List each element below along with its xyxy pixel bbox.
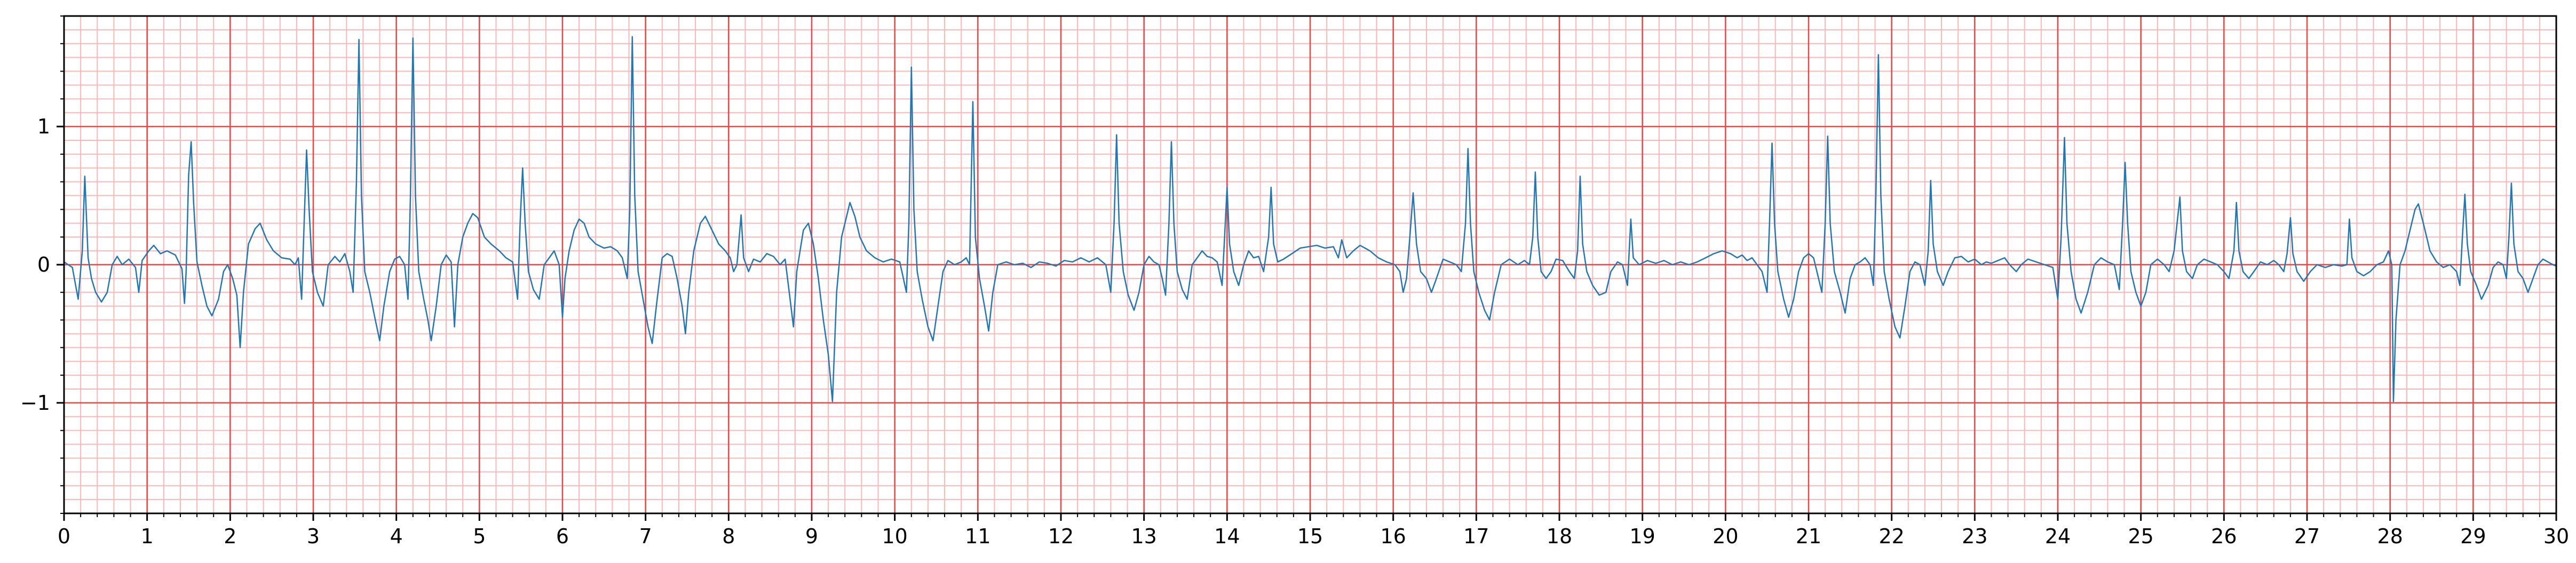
x-tick-label: 28 xyxy=(2377,525,2403,548)
y-tick-labels: −1 0 1 xyxy=(20,115,50,415)
y-tick-label: −1 xyxy=(20,391,50,415)
x-tick-label: 3 xyxy=(307,525,320,548)
x-tick-label: 1 xyxy=(141,525,154,548)
x-tick-label: 26 xyxy=(2211,525,2237,548)
y-tick-label: 0 xyxy=(37,253,50,276)
x-tick-label: 17 xyxy=(1463,525,1489,548)
x-tick-label: 23 xyxy=(1962,525,1987,548)
x-tick-label: 21 xyxy=(1796,525,1821,548)
x-tick-label: 0 xyxy=(58,525,70,548)
x-tick-label: 16 xyxy=(1380,525,1406,548)
x-tick-label: 30 xyxy=(2543,525,2569,548)
tick-marks xyxy=(57,15,2557,521)
x-tick-label: 20 xyxy=(1713,525,1738,548)
x-tick-label: 19 xyxy=(1629,525,1655,548)
x-tick-label: 11 xyxy=(965,525,990,548)
series-layer xyxy=(64,36,2557,402)
x-tick-label: 15 xyxy=(1297,525,1323,548)
x-tick-label: 7 xyxy=(639,525,652,548)
x-tick-label: 6 xyxy=(556,525,569,548)
x-tick-label: 4 xyxy=(390,525,403,548)
x-tick-label: 14 xyxy=(1214,525,1240,548)
x-tick-label: 5 xyxy=(473,525,486,548)
x-tick-label: 27 xyxy=(2294,525,2320,548)
x-tick-label: 18 xyxy=(1547,525,1572,548)
x-tick-label: 25 xyxy=(2128,525,2153,548)
x-tick-labels: 0 1 2 3 4 5 6 7 8 9 10 11 12 13 14 15 16 17 18 19 20 21 22 23 24… xyxy=(58,525,2569,548)
x-tick-label: 13 xyxy=(1131,525,1156,548)
x-tick-label: 8 xyxy=(722,525,735,548)
ecg-series-line xyxy=(64,36,2557,402)
x-tick-label: 10 xyxy=(882,525,907,548)
x-tick-label: 9 xyxy=(805,525,818,548)
x-tick-label: 24 xyxy=(2045,525,2071,548)
x-tick-label: 2 xyxy=(224,525,236,548)
y-tick-label: 1 xyxy=(37,115,50,138)
x-tick-label: 29 xyxy=(2460,525,2486,548)
x-tick-label: 22 xyxy=(1879,525,1904,548)
major-grid xyxy=(63,16,2557,513)
x-tick-label: 12 xyxy=(1048,525,1074,548)
